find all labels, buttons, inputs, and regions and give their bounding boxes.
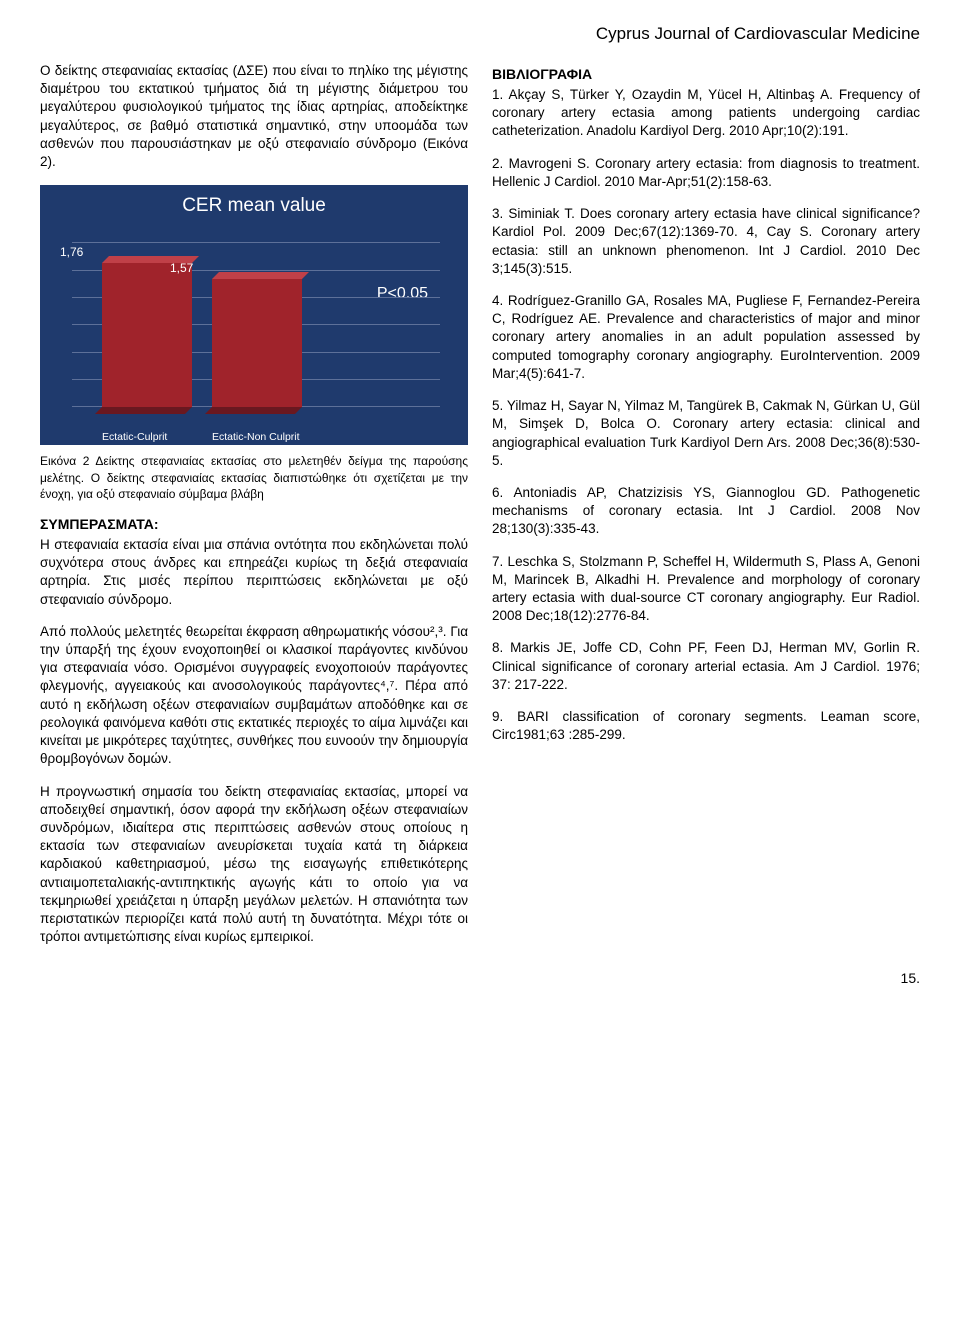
chart-title: CER mean value	[182, 195, 326, 217]
chart-plot-area: 1,761,57	[72, 243, 440, 407]
chart-x-category-label: Ectatic-Culprit	[102, 431, 167, 443]
conclusions-heading: ΣΥΜΠΕΡΑΣΜΑΤΑ:	[40, 516, 468, 532]
cer-mean-value-chart: CER mean value P<0.05 1,761,57 Ectatic-C…	[40, 185, 468, 445]
figure-caption: Εικόνα 2 Δείκτης στεφανιαίας εκτασίας στ…	[40, 453, 468, 502]
chart-bar: 1,76	[102, 263, 192, 407]
chart-gridline	[72, 242, 440, 243]
two-column-layout: Ο δείκτης στεφανιαίας εκτασίας (ΔΣΕ) που…	[40, 62, 920, 960]
chart-bar-value-label: 1,76	[60, 245, 83, 259]
reference-2: 2. Mavrogeni S. Coronary artery ectasia:…	[492, 155, 920, 191]
reference-9: 9. BARI classification of coronary segme…	[492, 708, 920, 744]
left-column: Ο δείκτης στεφανιαίας εκτασίας (ΔΣΕ) που…	[40, 62, 468, 960]
journal-title: Cyprus Journal of Cardiovascular Medicin…	[40, 24, 920, 44]
reference-4: 4. Rodríguez-Granillo GA, Rosales MA, Pu…	[492, 292, 920, 383]
chart-x-category-label: Ectatic-Non Culprit	[212, 431, 300, 443]
reference-7: 7. Leschka S, Stolzmann P, Scheffel H, W…	[492, 553, 920, 626]
reference-3: 3. Siminiak T. Does coronary artery ecta…	[492, 205, 920, 278]
conclusions-para-3: Η προγνωστική σημασία του δείκτη στεφανι…	[40, 783, 468, 947]
conclusions-para-2: Από πολλούς μελετητές θεωρείται έκφραση …	[40, 623, 468, 769]
chart-bar: 1,57	[212, 279, 302, 408]
page-number: 15.	[40, 970, 920, 986]
chart-bar-value-label: 1,57	[170, 261, 193, 275]
right-column: ΒΙΒΛΙΟΓΡΑΦΙΑ 1. Akçay S, Türker Y, Ozayd…	[492, 62, 920, 960]
reference-5: 5. Yilmaz H, Sayar N, Yilmaz M, Tangürek…	[492, 397, 920, 470]
bibliography-heading: ΒΙΒΛΙΟΓΡΑΦΙΑ	[492, 66, 920, 82]
reference-8: 8. Markis JE, Joffe CD, Cohn PF, Feen DJ…	[492, 639, 920, 694]
reference-6: 6. Antoniadis AP, Chatzizisis YS, Gianno…	[492, 484, 920, 539]
conclusions-para-1: Η στεφανιαία εκτασία είναι μια σπάνια ον…	[40, 536, 468, 609]
reference-1: 1. Akçay S, Türker Y, Ozaydin M, Yücel H…	[492, 86, 920, 141]
intro-paragraph: Ο δείκτης στεφανιαίας εκτασίας (ΔΣΕ) που…	[40, 62, 468, 171]
